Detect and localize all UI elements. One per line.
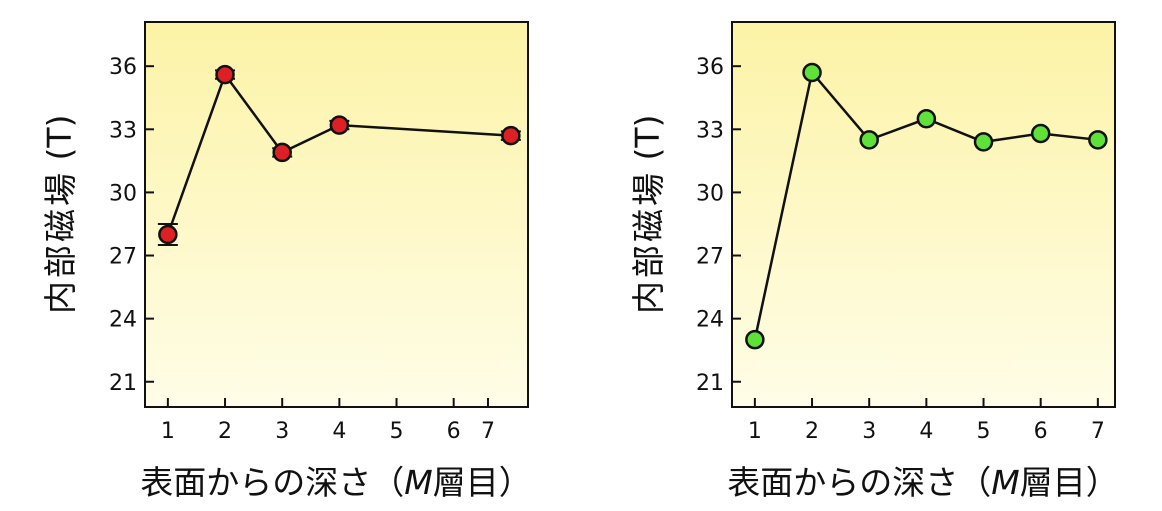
data-point [329, 115, 350, 135]
y-tick-label: 27 [109, 245, 137, 270]
plot-area [145, 22, 528, 407]
data-point [802, 62, 822, 83]
x-tick-label: 4 [919, 419, 933, 444]
data-point [973, 132, 994, 152]
plot-area [732, 22, 1115, 407]
y-tick-label: 30 [109, 181, 137, 206]
y-axis-title-char: 場 [629, 173, 668, 206]
x-tick-label: 2 [805, 419, 819, 444]
x-tick-label: 2 [218, 419, 232, 444]
y-axis-title-char: 部 [629, 245, 668, 278]
data-point [745, 329, 765, 350]
y-tick-label: 21 [696, 371, 724, 396]
y-axis-title-char: 内 [629, 281, 668, 314]
data-point [916, 109, 937, 129]
data-point [158, 224, 178, 245]
y-tick-label: 36 [696, 55, 724, 80]
y-axis-title-char: 内 [41, 281, 80, 314]
x-tick-label: 7 [1091, 419, 1105, 444]
data-point [1088, 130, 1108, 150]
y-axis-title-char: 磁 [629, 209, 668, 242]
data-point [215, 64, 235, 85]
data-point [501, 125, 521, 146]
data-point [859, 130, 879, 150]
y-axis-title-char: 場 [41, 173, 80, 206]
y-tick-label: 33 [696, 118, 724, 143]
y-tick-label: 36 [109, 55, 137, 80]
x-axis-title: 表面からの深さ（M層目） [140, 463, 531, 502]
data-point [272, 142, 292, 163]
x-axis-title: 表面からの深さ（M層目） [727, 463, 1118, 502]
x-tick-label: 5 [977, 419, 991, 444]
y-axis-unit: (T) [40, 115, 79, 161]
x-tick-label: 1 [161, 419, 175, 444]
plot-frame [144, 21, 529, 408]
y-axis-title-char: 部 [41, 245, 80, 278]
y-axis-title-char: 磁 [41, 209, 80, 242]
x-tick-label: 4 [332, 419, 346, 444]
data-point [1030, 123, 1051, 144]
y-axis-unit: (T) [628, 115, 667, 161]
y-tick-label: 24 [109, 308, 137, 333]
x-tick-label: 3 [275, 419, 289, 444]
x-tick-label: 1 [748, 419, 762, 444]
y-tick-label: 27 [696, 245, 724, 270]
y-tick-label: 21 [109, 371, 137, 396]
plot-frame [731, 21, 1116, 408]
x-tick-label: 7 [481, 419, 495, 444]
y-tick-label: 30 [696, 181, 724, 206]
x-tick-label: 5 [390, 419, 404, 444]
x-tick-label: 6 [1034, 419, 1048, 444]
y-tick-label: 24 [696, 308, 724, 333]
x-tick-label: 3 [862, 419, 876, 444]
x-tick-label: 6 [447, 419, 461, 444]
y-tick-label: 33 [109, 118, 137, 143]
